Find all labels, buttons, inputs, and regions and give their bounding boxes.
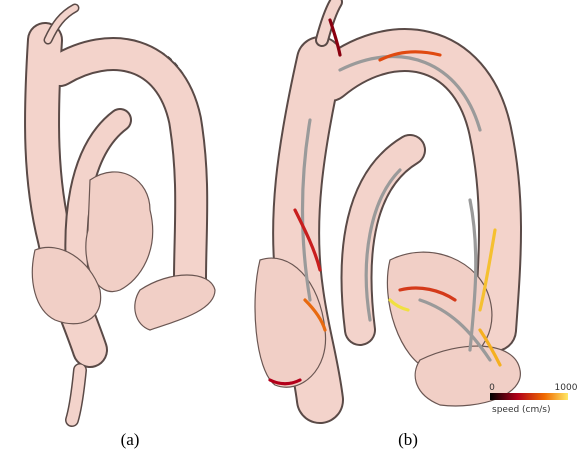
colorbar-title: speed (cm/s) xyxy=(492,405,551,415)
heart-blob xyxy=(135,275,215,330)
colorbar-min: 0 xyxy=(489,383,495,393)
colorbar-max: 1000 xyxy=(555,383,578,393)
colorbar xyxy=(490,393,568,400)
panel-b-render: 0 1000 speed (cm/s) xyxy=(255,2,578,415)
figure: 0 1000 speed (cm/s) (a) (b) xyxy=(0,0,578,457)
heart-blob xyxy=(86,172,153,292)
panel-a-render xyxy=(32,8,215,420)
panel-label: (a) xyxy=(121,430,140,449)
panel-label: (b) xyxy=(398,430,418,449)
